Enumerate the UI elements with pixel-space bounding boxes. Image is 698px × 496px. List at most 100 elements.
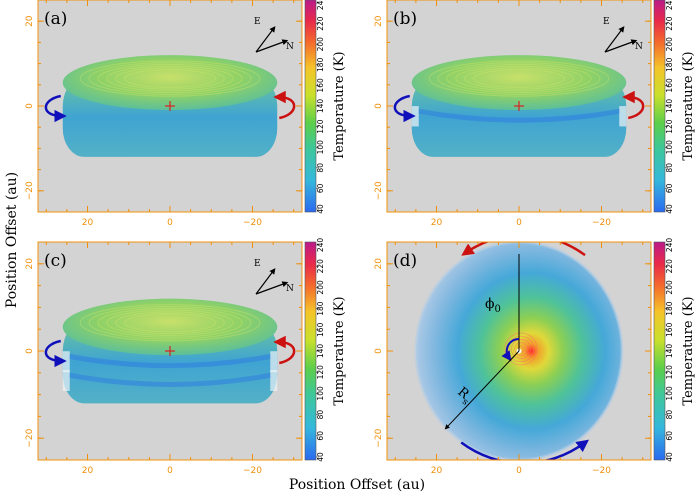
rotation-arrow-red bbox=[273, 335, 296, 365]
disk-ring bbox=[437, 62, 601, 95]
panel-label: (b) bbox=[393, 9, 417, 29]
disk-ring bbox=[79, 60, 261, 97]
y-tick-label: 20 bbox=[25, 15, 35, 27]
compass-north-arrow bbox=[604, 39, 638, 53]
y-axis-label: Position Offset (au) bbox=[4, 172, 20, 308]
colorbar bbox=[304, 241, 317, 461]
colorbar-tick-label: 100 bbox=[316, 386, 325, 401]
disk-gap bbox=[68, 372, 272, 387]
colorbar-tick-label: 100 bbox=[665, 140, 674, 155]
x-axis-label: Position Offset (au) bbox=[289, 477, 425, 493]
compass-north-label: N bbox=[286, 42, 294, 52]
y-tick-label: 0 bbox=[25, 103, 35, 109]
x-tick-label: 20 bbox=[431, 218, 443, 228]
disk-ring bbox=[88, 62, 252, 95]
disk-top-surface bbox=[411, 55, 627, 111]
disk-ring bbox=[88, 305, 252, 340]
colorbar-tick-label: 40 bbox=[316, 204, 325, 214]
phi-subscript: 0 bbox=[495, 304, 501, 315]
colorbar-tick-label: 40 bbox=[316, 452, 325, 462]
x-tick-label: 0 bbox=[516, 466, 522, 476]
gap-edge-right bbox=[619, 106, 627, 127]
x-tick-label: 20 bbox=[431, 466, 443, 476]
x-tick-label: −20 bbox=[592, 466, 611, 476]
panel-b: EN(b)20 0 −20200−2040608010012014016018020… bbox=[374, 0, 696, 228]
colorbar-tick-label: 200 bbox=[665, 280, 674, 295]
colorbar-label: Temperature (K) bbox=[681, 51, 696, 160]
y-tick-label: −20 bbox=[25, 181, 35, 200]
disk-gap bbox=[68, 353, 272, 369]
colorbar-tick-label: 200 bbox=[665, 37, 674, 52]
disk-ring bbox=[106, 65, 234, 92]
plot-area: EN bbox=[393, 17, 645, 157]
colorbar-tick-label: 60 bbox=[316, 183, 325, 193]
disk-ring bbox=[124, 69, 216, 88]
y-tick-label: −20 bbox=[25, 428, 35, 447]
x-tick-label: 0 bbox=[167, 466, 173, 476]
compass-east-arrow bbox=[255, 26, 276, 53]
colorbar-tick-label: 100 bbox=[316, 140, 325, 155]
plot-area: EN bbox=[44, 259, 296, 404]
y-tick-label: −20 bbox=[374, 181, 384, 200]
disk-ring bbox=[97, 63, 243, 94]
colorbar-label: Temperature (K) bbox=[332, 296, 347, 405]
gap-edge-right bbox=[270, 370, 278, 391]
disk-ring bbox=[473, 69, 565, 88]
colorbar-tick-label: 80 bbox=[665, 410, 674, 420]
compass-east-label: E bbox=[254, 17, 261, 27]
disk-top-surface bbox=[62, 55, 278, 111]
hot-ring bbox=[504, 332, 538, 366]
disk-ring bbox=[97, 307, 243, 338]
colorbar-tick-label: 120 bbox=[665, 365, 674, 380]
colorbar-tick-label: 180 bbox=[316, 57, 325, 72]
rotation-arrow-blue bbox=[44, 339, 67, 368]
colorbar-tick-label: 220 bbox=[316, 16, 325, 31]
colorbar-tick-label: 160 bbox=[665, 78, 674, 93]
colorbar-tick-label: 200 bbox=[316, 280, 325, 295]
colorbar-tick-label: 120 bbox=[316, 365, 325, 380]
disk-ring bbox=[464, 67, 574, 90]
colorbar-tick-label: 240 bbox=[665, 238, 674, 253]
colorbar-tick-label: 240 bbox=[665, 0, 674, 10]
hot-ring bbox=[507, 335, 535, 363]
panel-c: EN(c)20 0 −20200−2040608010012014016018020… bbox=[25, 238, 347, 476]
colorbar-tick-label: 240 bbox=[316, 238, 325, 253]
rotation-arrow-red bbox=[622, 90, 645, 120]
colorbar-tick-label: 140 bbox=[316, 344, 325, 359]
rotation-arrow-red bbox=[273, 90, 296, 120]
disk-ring bbox=[79, 304, 261, 342]
panel-label: (d) bbox=[393, 251, 417, 271]
colorbar-tick-label: 40 bbox=[665, 204, 674, 214]
y-tick-label: −20 bbox=[374, 428, 384, 447]
disk-top-surface bbox=[62, 298, 278, 356]
colorbar-tick-label: 80 bbox=[316, 163, 325, 173]
gap-edge-right bbox=[270, 351, 278, 373]
colorbar-tick-label: 200 bbox=[316, 37, 325, 52]
y-tick-label: 20 bbox=[374, 15, 384, 27]
x-tick-label: 0 bbox=[167, 218, 173, 228]
disk-edge bbox=[414, 242, 624, 460]
y-tick-label: 0 bbox=[374, 103, 384, 109]
compass-east-label: E bbox=[603, 17, 610, 27]
disk-ring bbox=[115, 67, 225, 90]
x-tick-label: −20 bbox=[243, 466, 262, 476]
colorbar bbox=[653, 0, 666, 213]
colorbar-tick-label: 120 bbox=[665, 119, 674, 134]
colorbar-tick-label: 240 bbox=[316, 0, 325, 10]
colorbar-tick-label: 180 bbox=[665, 57, 674, 72]
colorbar-label: Temperature (K) bbox=[332, 51, 347, 160]
disk-gap bbox=[417, 108, 621, 123]
compass-north-label: N bbox=[635, 42, 643, 52]
radius-line bbox=[444, 350, 520, 430]
colorbar bbox=[304, 0, 317, 213]
compass-east-arrow bbox=[604, 26, 625, 53]
disk-ring bbox=[115, 311, 225, 335]
gap-edge-left bbox=[62, 370, 70, 391]
disk-ring bbox=[446, 63, 592, 94]
compass-north-label: N bbox=[286, 284, 294, 294]
y-tick-label: 20 bbox=[374, 258, 384, 270]
x-tick-label: 20 bbox=[82, 218, 94, 228]
compass-east-label: E bbox=[254, 259, 261, 269]
x-tick-label: 0 bbox=[516, 218, 522, 228]
